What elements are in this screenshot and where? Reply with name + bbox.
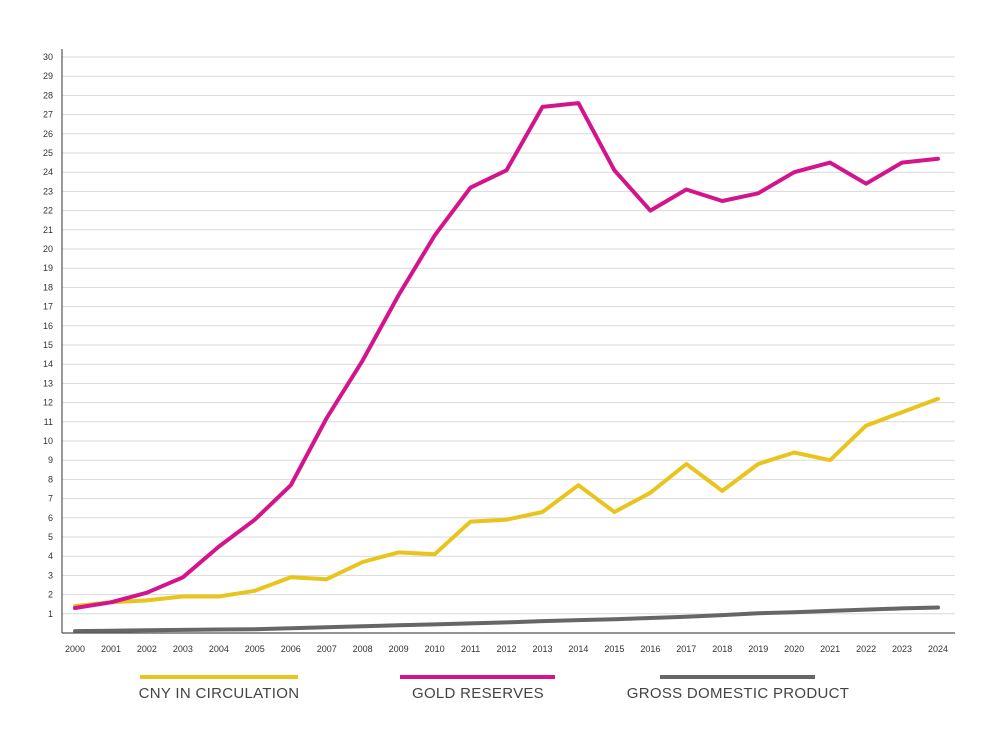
y-tick-label: 10 <box>43 436 53 446</box>
y-tick-label: 27 <box>43 110 53 120</box>
x-tick-label: 2013 <box>532 644 552 654</box>
x-tick-label: 2017 <box>676 644 696 654</box>
x-tick-label: 2002 <box>137 644 157 654</box>
x-tick-label: 2012 <box>496 644 516 654</box>
y-tick-label: 4 <box>48 551 53 561</box>
x-tick-label: 2004 <box>209 644 229 654</box>
series-line-0 <box>73 396 940 609</box>
x-tick-label: 2007 <box>317 644 337 654</box>
y-tick-label: 3 <box>48 570 53 580</box>
series-line-2 <box>73 605 940 634</box>
y-tick-label: 20 <box>43 244 53 254</box>
series-lines <box>73 101 940 634</box>
y-tick-label: 30 <box>43 52 53 62</box>
x-tick-label: 2006 <box>281 644 301 654</box>
y-tick-label: 1 <box>48 609 53 619</box>
y-tick-label: 6 <box>48 513 53 523</box>
x-tick-label: 2023 <box>892 644 912 654</box>
x-tick-label: 2009 <box>389 644 409 654</box>
y-tick-label: 16 <box>43 321 53 331</box>
x-tick-label: 2020 <box>784 644 804 654</box>
axes <box>61 49 955 634</box>
y-tick-label: 15 <box>43 340 53 350</box>
y-tick-label: 8 <box>48 474 53 484</box>
y-tick-label: 26 <box>43 129 53 139</box>
x-tick-label: 2010 <box>425 644 445 654</box>
x-tick-label: 2005 <box>245 644 265 654</box>
x-tick-label: 2024 <box>928 644 948 654</box>
y-axis-ticks: 1234567891011121314151617181920212223242… <box>43 52 53 619</box>
x-tick-label: 2014 <box>568 644 588 654</box>
x-tick-label: 2015 <box>604 644 624 654</box>
y-tick-label: 14 <box>43 359 53 369</box>
y-tick-label: 7 <box>48 494 53 504</box>
x-tick-label: 2000 <box>65 644 85 654</box>
y-tick-label: 22 <box>43 206 53 216</box>
x-tick-label: 2019 <box>748 644 768 654</box>
y-tick-label: 23 <box>43 186 53 196</box>
y-tick-label: 21 <box>43 225 53 235</box>
y-tick-label: 19 <box>43 263 53 273</box>
x-tick-label: 2018 <box>712 644 732 654</box>
x-tick-label: 2021 <box>820 644 840 654</box>
y-tick-label: 25 <box>43 148 53 158</box>
series-line-1 <box>73 101 940 610</box>
y-tick-label: 13 <box>43 378 53 388</box>
y-tick-label: 9 <box>48 455 53 465</box>
y-tick-label: 29 <box>43 71 53 81</box>
x-axis-ticks: 2000 2001 2002 2003 2004 2005 2006 2007 2008 2009… <box>65 644 948 654</box>
x-tick-label: 2011 <box>461 644 480 654</box>
y-tick-label: 5 <box>48 532 53 542</box>
legend: CNY IN CIRCULATION GOLD RESERVES GROSS DOM… <box>139 675 849 702</box>
y-tick-label: 18 <box>43 282 53 292</box>
x-tick-label: 2008 <box>353 644 373 654</box>
legend-label-0: CNY IN CIRCULATION <box>139 685 300 702</box>
y-tick-label: 28 <box>43 90 53 100</box>
x-tick-label: 2016 <box>640 644 660 654</box>
y-tick-label: 2 <box>48 590 53 600</box>
x-tick-label: 2022 <box>856 644 876 654</box>
y-tick-label: 24 <box>43 167 53 177</box>
x-tick-label: 2003 <box>173 644 193 654</box>
legend-label-2: GROSS DOMESTIC PRODUCT <box>627 685 849 702</box>
gridlines <box>62 56 955 615</box>
y-tick-label: 11 <box>44 417 53 427</box>
legend-label-1: GOLD RESERVES <box>412 685 544 702</box>
x-tick-label: 2001 <box>101 644 121 654</box>
y-tick-label: 17 <box>43 302 53 312</box>
y-tick-label: 12 <box>43 398 53 408</box>
